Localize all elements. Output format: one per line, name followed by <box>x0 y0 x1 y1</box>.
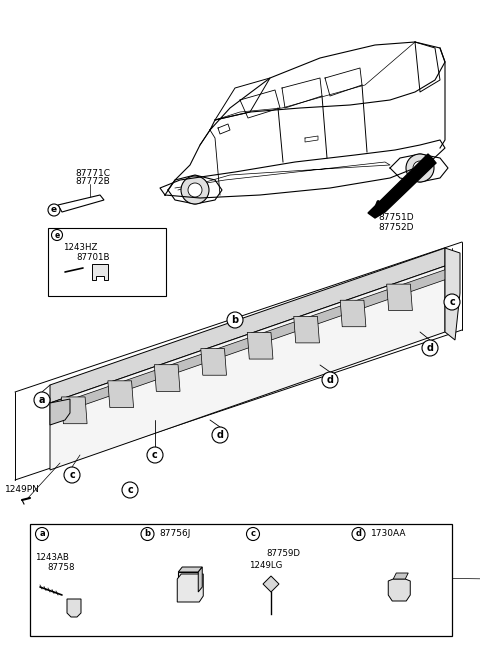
Text: b: b <box>144 529 151 539</box>
Text: 87751D: 87751D <box>378 213 414 222</box>
Circle shape <box>147 447 163 463</box>
Circle shape <box>188 183 202 197</box>
Circle shape <box>352 527 365 541</box>
Text: 1249PN: 1249PN <box>5 485 40 495</box>
Circle shape <box>48 204 60 216</box>
Bar <box>30 524 452 636</box>
Circle shape <box>36 527 48 541</box>
Polygon shape <box>50 399 70 425</box>
Text: d: d <box>427 343 433 353</box>
Polygon shape <box>177 574 203 602</box>
Polygon shape <box>50 248 445 403</box>
Polygon shape <box>92 264 108 280</box>
Polygon shape <box>61 397 87 424</box>
Text: 87771C: 87771C <box>75 169 110 178</box>
Text: 87701B: 87701B <box>76 253 109 262</box>
Bar <box>178 572 198 592</box>
Polygon shape <box>445 248 460 340</box>
Circle shape <box>51 230 62 241</box>
Polygon shape <box>198 567 202 592</box>
Text: 87759D: 87759D <box>266 550 300 558</box>
Text: c: c <box>251 529 255 539</box>
Circle shape <box>122 482 138 498</box>
Circle shape <box>413 161 427 175</box>
Text: 87772B: 87772B <box>75 178 110 186</box>
Text: 1249LG: 1249LG <box>249 562 282 571</box>
Polygon shape <box>108 381 133 407</box>
Polygon shape <box>393 573 408 579</box>
Polygon shape <box>178 567 202 572</box>
Polygon shape <box>50 266 445 470</box>
Circle shape <box>322 372 338 388</box>
Polygon shape <box>55 268 450 415</box>
Polygon shape <box>155 365 180 392</box>
Polygon shape <box>387 284 412 310</box>
Text: 1243HZ: 1243HZ <box>63 243 97 253</box>
Text: e: e <box>54 230 60 239</box>
Polygon shape <box>340 300 366 327</box>
Text: 1243AB: 1243AB <box>35 552 69 562</box>
Circle shape <box>34 392 50 408</box>
Text: c: c <box>127 485 133 495</box>
Circle shape <box>247 527 260 541</box>
Text: 87756J: 87756J <box>159 529 191 539</box>
Text: 87752D: 87752D <box>378 224 413 232</box>
Circle shape <box>212 427 228 443</box>
Circle shape <box>227 312 243 328</box>
Text: d: d <box>356 529 361 539</box>
Text: d: d <box>216 430 224 440</box>
Text: c: c <box>152 450 158 460</box>
Text: c: c <box>69 470 75 480</box>
Text: 87758: 87758 <box>47 562 74 571</box>
Text: e: e <box>51 205 57 215</box>
Text: a: a <box>39 395 45 405</box>
Polygon shape <box>388 579 410 601</box>
Polygon shape <box>294 316 319 343</box>
Polygon shape <box>58 195 104 212</box>
Text: 1730AA: 1730AA <box>371 529 406 539</box>
Circle shape <box>444 294 460 310</box>
Text: b: b <box>231 315 239 325</box>
Bar <box>48 228 166 296</box>
Text: c: c <box>449 297 455 307</box>
Polygon shape <box>247 333 273 359</box>
Polygon shape <box>263 576 279 592</box>
Circle shape <box>422 340 438 356</box>
Polygon shape <box>201 348 227 375</box>
Text: a: a <box>39 529 45 539</box>
Polygon shape <box>67 599 81 617</box>
Circle shape <box>64 467 80 483</box>
Circle shape <box>406 154 434 182</box>
Circle shape <box>181 176 209 204</box>
Circle shape <box>141 527 154 541</box>
Polygon shape <box>368 154 436 218</box>
Text: d: d <box>326 375 334 385</box>
